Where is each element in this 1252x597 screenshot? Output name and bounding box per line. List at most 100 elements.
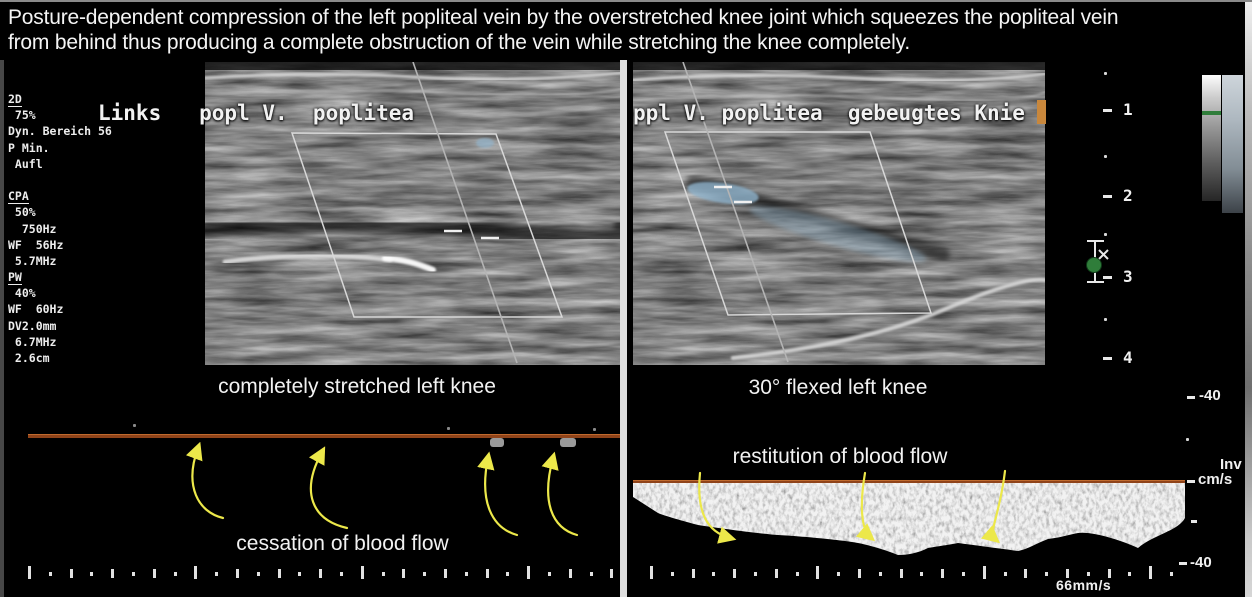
depth-tick bbox=[1103, 195, 1112, 198]
parameter-line: 2.6cm bbox=[8, 351, 50, 365]
bmode-image-right bbox=[633, 62, 1045, 365]
timescale-tick bbox=[49, 572, 52, 576]
parameter-line: WF 60Hz bbox=[8, 302, 64, 317]
frame-edge-right bbox=[1245, 0, 1252, 597]
arrow-cessation bbox=[308, 446, 349, 530]
spectrum-dot bbox=[133, 424, 136, 427]
timescale-tick bbox=[590, 572, 593, 576]
velocity-tick bbox=[1179, 562, 1187, 565]
color-flow-patch-right bbox=[687, 181, 759, 205]
doppler-cursor-left bbox=[412, 62, 518, 364]
timescale-tick bbox=[1149, 566, 1152, 579]
bmode-image-left bbox=[205, 62, 622, 365]
parameter-line: Dyn. Bereich 56 bbox=[8, 124, 112, 139]
timescale-tick bbox=[90, 572, 93, 576]
timescale-tick bbox=[858, 569, 861, 578]
grayscale-bar bbox=[1202, 75, 1221, 201]
velocity-dot bbox=[1186, 438, 1189, 441]
figure-caption-banner: Posture-dependent compression of the lef… bbox=[0, 0, 1252, 60]
spectrum-dot bbox=[447, 427, 450, 430]
annotation-cessation: cessation of blood flow bbox=[236, 532, 449, 555]
timescale-tick bbox=[194, 566, 197, 579]
timescale-tick bbox=[319, 569, 322, 578]
invert-label: Inv bbox=[1220, 456, 1242, 473]
caption-left-knee: completely stretched left knee bbox=[218, 375, 496, 398]
timescale-tick bbox=[712, 572, 715, 576]
timescale-tick bbox=[962, 572, 965, 576]
timescale-tick bbox=[215, 572, 218, 576]
timescale-tick bbox=[1108, 569, 1111, 578]
color-box-right bbox=[663, 131, 933, 316]
timescale-tick bbox=[650, 566, 653, 579]
parameter-line: PW bbox=[8, 270, 22, 286]
spectrum-artifact bbox=[560, 438, 576, 447]
parameter-line: 6.7MHz bbox=[8, 334, 57, 349]
caption-line-1: Posture-dependent compression of the lef… bbox=[8, 6, 1119, 29]
timescale-tick bbox=[1004, 572, 1007, 576]
frame-edge-top bbox=[0, 0, 1252, 2]
timescale-tick bbox=[671, 572, 674, 576]
velocity-tick bbox=[1187, 396, 1195, 399]
arrow-cessation bbox=[477, 451, 519, 537]
timescale-tick bbox=[1128, 572, 1131, 576]
timescale-tick bbox=[153, 569, 156, 578]
timescale-tick bbox=[402, 569, 405, 578]
arrow-cessation bbox=[541, 451, 579, 537]
timescale-tick bbox=[70, 569, 73, 578]
timescale-tick bbox=[548, 572, 551, 576]
exam-label-left: Links popl V. poplitea bbox=[98, 101, 415, 125]
parameter-line: P Min. bbox=[8, 140, 50, 155]
doppler-baseline-left bbox=[28, 434, 622, 438]
velocity-tick bbox=[1187, 480, 1195, 483]
depth-dot bbox=[1104, 233, 1107, 236]
timescale-tick bbox=[983, 566, 986, 579]
timescale-tick bbox=[340, 572, 343, 576]
depth-number: 1 bbox=[1123, 100, 1133, 119]
timescale-tick bbox=[610, 569, 613, 578]
arrow-restitution bbox=[855, 471, 876, 542]
doppler-cursor-right bbox=[682, 62, 789, 363]
parameter-line: 75% bbox=[8, 108, 36, 123]
timescale-tick bbox=[298, 572, 301, 576]
timescale-tick bbox=[527, 566, 530, 579]
sweep-speed-label: 66mm/s bbox=[1056, 577, 1112, 593]
timescale-tick bbox=[879, 572, 882, 576]
color-box-left bbox=[290, 132, 564, 318]
doppler-baseline-right bbox=[633, 480, 1185, 484]
timescale-tick bbox=[837, 572, 840, 576]
parameter-line: CPA bbox=[8, 189, 29, 205]
timescale-tick bbox=[816, 566, 819, 579]
exam-label-right: ppl V. poplitea gebeugtes Knie bbox=[633, 101, 1025, 125]
spectrum-dot bbox=[593, 428, 596, 431]
velocity-unit-label: cm/s bbox=[1198, 471, 1233, 488]
panel-divider bbox=[620, 60, 627, 597]
timescale-tick bbox=[28, 566, 31, 579]
caption-right-knee: 30° flexed left knee bbox=[748, 376, 928, 399]
caption-line-2: from behind thus producing a complete ob… bbox=[8, 31, 910, 54]
arrow-restitution bbox=[980, 469, 1007, 544]
velocity-top-label: -40 bbox=[1199, 387, 1221, 404]
velocity-bottom-label: -40 bbox=[1190, 554, 1212, 571]
timescale-tick bbox=[444, 569, 447, 578]
timescale-tick bbox=[692, 569, 695, 578]
timescale-tick bbox=[174, 572, 177, 576]
parameter-line: 750Hz bbox=[8, 221, 57, 236]
depth-number: 3 bbox=[1123, 267, 1133, 286]
timescale-tick bbox=[506, 572, 509, 576]
parameter-line bbox=[8, 173, 198, 189]
timescale-tick bbox=[1066, 569, 1069, 578]
timescale-tick bbox=[1170, 572, 1173, 576]
depth-dot bbox=[1104, 155, 1107, 158]
frame-edge-left bbox=[0, 60, 4, 597]
timescale-tick bbox=[941, 569, 944, 578]
timescale-tick bbox=[775, 569, 778, 578]
gain-marker-line bbox=[1202, 111, 1221, 115]
focus-marker bbox=[1086, 240, 1109, 283]
depth-tick bbox=[1103, 357, 1112, 360]
parameter-line: WF 56Hz bbox=[8, 237, 64, 252]
timescale-tick bbox=[382, 572, 385, 576]
arrow-restitution bbox=[698, 471, 737, 544]
depth-tick bbox=[1103, 276, 1112, 279]
timescale-tick bbox=[754, 572, 757, 576]
